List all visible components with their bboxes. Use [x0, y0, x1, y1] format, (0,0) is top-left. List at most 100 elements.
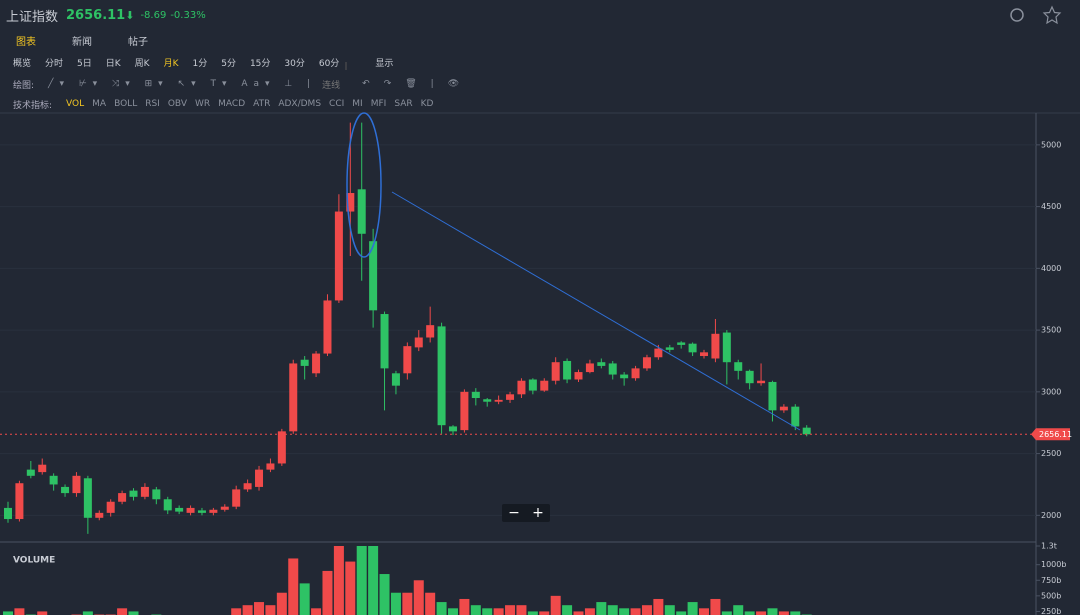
candle-body	[175, 507, 184, 512]
candle-body	[334, 211, 343, 301]
trend-line	[391, 191, 801, 431]
candle-body	[471, 391, 480, 399]
indicator[interactable]: MI	[352, 99, 363, 109]
indicator[interactable]: MFI	[370, 99, 387, 109]
indicator[interactable]: VOL	[66, 99, 85, 109]
volume-bar	[653, 598, 664, 615]
candle-body	[506, 394, 515, 400]
volume-bar	[710, 598, 721, 615]
candle-body	[4, 507, 12, 520]
volume-bar	[299, 583, 310, 615]
volume-tick-label: 250b	[1041, 607, 1061, 615]
volume-bar	[390, 592, 401, 615]
volume-title: VOLUME	[13, 556, 55, 566]
indicator[interactable]: MA	[92, 99, 107, 109]
volume-bar	[14, 608, 25, 615]
volume-bar	[231, 608, 242, 615]
connect-tool[interactable]: 连线	[322, 80, 341, 91]
zoom-control[interactable]	[502, 504, 550, 522]
volume-bar	[379, 574, 390, 615]
volume-tick-label: 1.3t	[1041, 542, 1057, 551]
candle-body	[220, 506, 229, 510]
period[interactable]: 60分	[318, 58, 340, 69]
period[interactable]: 月K	[163, 58, 179, 69]
volume-bar	[539, 611, 550, 615]
volume-bar	[425, 592, 436, 615]
candle-body	[574, 372, 583, 380]
price-tag-label: 2656.11	[1039, 430, 1072, 439]
volume-bar	[493, 608, 504, 615]
period[interactable]: 1分	[192, 58, 208, 69]
indicator[interactable]: OBV	[167, 99, 187, 109]
period[interactable]: 30分	[284, 58, 305, 69]
volume-bar	[550, 595, 561, 615]
indicator[interactable]: MACD	[218, 99, 246, 109]
indicator[interactable]: KD	[420, 99, 434, 109]
volume-bar	[641, 605, 652, 615]
period[interactable]: 周K	[134, 58, 150, 69]
volume-bar	[573, 611, 584, 615]
candle-body	[357, 189, 366, 234]
indicator[interactable]: BOLL	[114, 99, 138, 109]
volume-bar	[254, 602, 265, 615]
period[interactable]: 15分	[249, 58, 271, 69]
y-tick-label: 4000	[1041, 264, 1061, 273]
price-tag	[1031, 428, 1070, 441]
indicator[interactable]: ADX/DMS	[278, 99, 322, 109]
zoom-out[interactable]: −	[508, 505, 520, 521]
indicator[interactable]: SAR	[394, 99, 413, 109]
candle-body	[620, 374, 629, 379]
volume-bar	[276, 592, 287, 615]
volume-bar	[790, 611, 801, 615]
star-icon[interactable]	[1042, 5, 1062, 25]
candle-body	[209, 509, 218, 513]
candle-body	[677, 342, 686, 345]
y-tick-label: 3500	[1041, 326, 1061, 335]
volume-bar	[345, 561, 356, 615]
volume-bar	[733, 605, 744, 615]
zoom-in[interactable]: +	[532, 505, 544, 521]
indicator[interactable]: ATR	[253, 99, 271, 109]
period[interactable]: 分时	[45, 58, 64, 69]
candle-body	[483, 399, 492, 402]
candle-body	[49, 475, 58, 485]
candle-body	[768, 381, 777, 411]
volume-bar	[436, 602, 447, 615]
edit-tools[interactable]: ↶↷🗑|👁	[362, 79, 474, 89]
volume-bar	[242, 605, 253, 615]
candle-body	[700, 352, 709, 357]
display-toggle[interactable]: 显示	[375, 58, 394, 69]
volume-bar	[505, 605, 516, 615]
candle-body	[186, 507, 195, 513]
drawing-bar: 绘图: ╱▾ ⊬▾ ⤨▾ ⊞▾ ↖▾ T▾ Aa▾ ⊥ | 连线 ↶↷🗑|👁	[13, 77, 473, 91]
candle-body	[448, 426, 457, 432]
period[interactable]: 5分	[221, 58, 236, 69]
indicator[interactable]: WR	[194, 99, 211, 109]
period[interactable]: 日K	[105, 58, 121, 69]
candle-body	[528, 379, 537, 391]
tab[interactable]: 图表	[16, 36, 36, 48]
candle-body	[289, 363, 298, 432]
candle-body	[61, 486, 70, 494]
candle-body	[791, 406, 800, 427]
volume-bar	[356, 546, 367, 615]
refresh-icon[interactable]	[1010, 8, 1024, 22]
candle-body	[95, 512, 104, 518]
indicator[interactable]: RSI	[145, 99, 160, 109]
candle-body	[26, 469, 35, 476]
grid: 2000 2500 3000 3500 4000 4500 5000 250b 500b 750b…	[0, 140, 1066, 615]
drawing-tools[interactable]: ╱▾ ⊬▾ ⤨▾ ⊞▾ ↖▾ T▾ Aa▾ ⊥ |	[48, 79, 317, 89]
volume-tick-label: 1000b	[1041, 560, 1066, 569]
tab[interactable]: 新闻	[72, 36, 92, 48]
period-bar: 概览 分时 5日 日K 周K 月K 1分 5分 15分 30分 60分 显示	[13, 55, 393, 69]
volume-bar	[619, 608, 630, 615]
tab[interactable]: 帖子	[128, 36, 148, 48]
marks: 2656.11	[0, 122, 1072, 615]
candle-body	[494, 399, 503, 402]
volume-bar	[482, 608, 493, 615]
indicator[interactable]: CCI	[329, 99, 345, 109]
candle-body	[642, 357, 651, 369]
volume-bar	[676, 611, 687, 615]
period[interactable]: 5日	[77, 58, 92, 69]
period[interactable]: 概览	[13, 58, 32, 69]
